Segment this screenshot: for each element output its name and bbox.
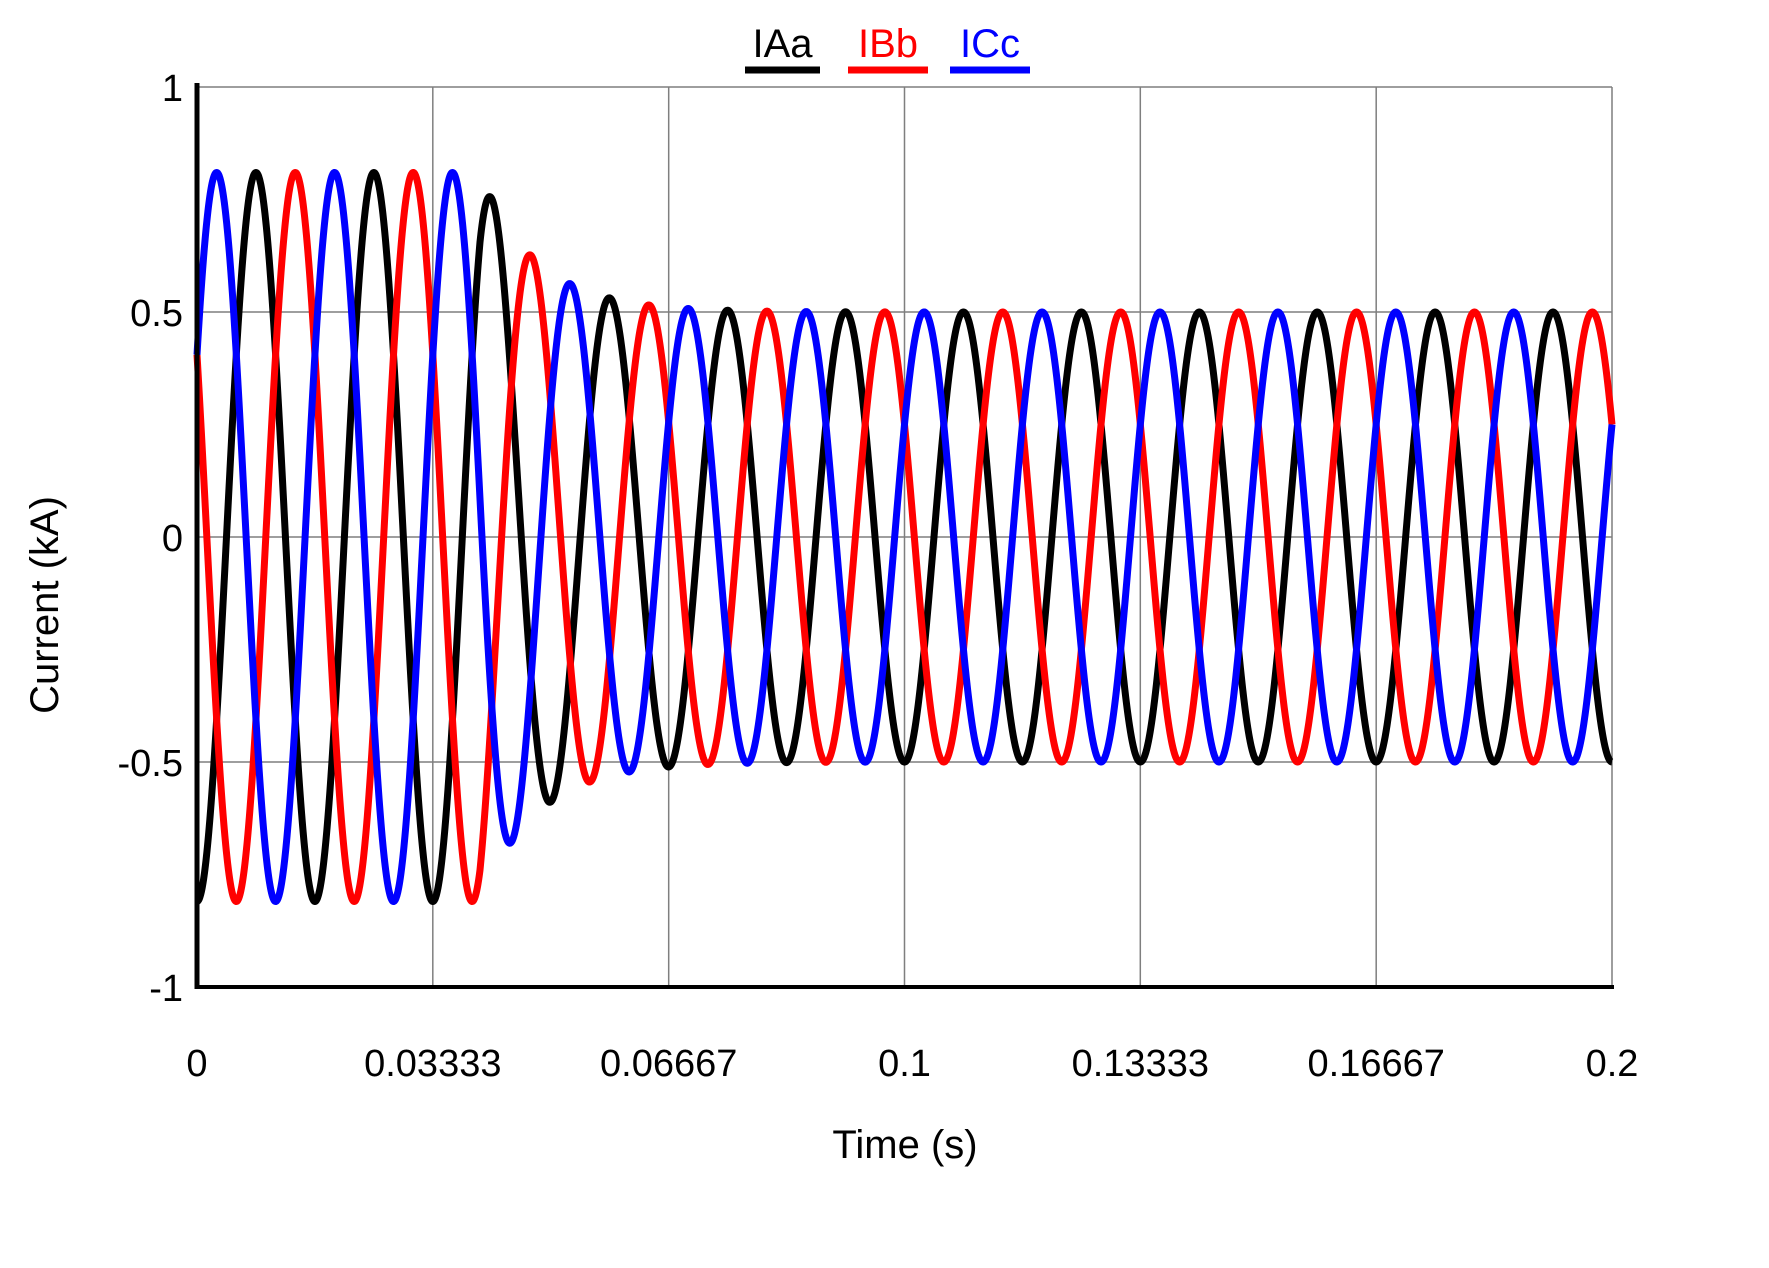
x-tick-label: 0.16667 — [1308, 1043, 1445, 1085]
series-layer — [193, 169, 1616, 905]
x-tick-label: 0.1 — [878, 1043, 931, 1085]
legend-label: ICc — [960, 22, 1020, 66]
y-axis-label: Current (kA) — [23, 496, 67, 714]
legend-item-iaa: IAa — [745, 22, 820, 74]
series-line-icc — [193, 169, 1616, 905]
y-tick-label: 0.5 — [130, 293, 183, 335]
x-tick-label: 0 — [186, 1043, 207, 1085]
legend-label: IAa — [752, 22, 813, 66]
y-tick-label: -1 — [149, 968, 183, 1010]
x-tick-label: 0.2 — [1586, 1043, 1639, 1085]
y-tick-label: 0 — [162, 518, 183, 560]
x-tick-label: 0.03333 — [364, 1043, 501, 1085]
legend-label: IBb — [858, 22, 918, 66]
grid-lines — [197, 86, 1613, 987]
y-tick-label: -0.5 — [118, 743, 183, 785]
legend-item-icc: ICc — [950, 22, 1030, 74]
y-tick-label: 1 — [162, 68, 183, 110]
x-tick-label: 0.13333 — [1072, 1043, 1209, 1085]
series-line-iaa — [193, 169, 1616, 905]
x-tick-label: 0.06667 — [600, 1043, 737, 1085]
legend: IAa IBb ICc — [745, 22, 1030, 74]
x-axis-label: Time (s) — [832, 1123, 977, 1167]
tick-labels: 0 0.03333 0.06667 0.1 0.13333 0.16667 0.2 -1 -0.… — [118, 68, 1639, 1085]
axes — [194, 83, 1614, 989]
legend-item-ibb: IBb — [848, 22, 928, 74]
